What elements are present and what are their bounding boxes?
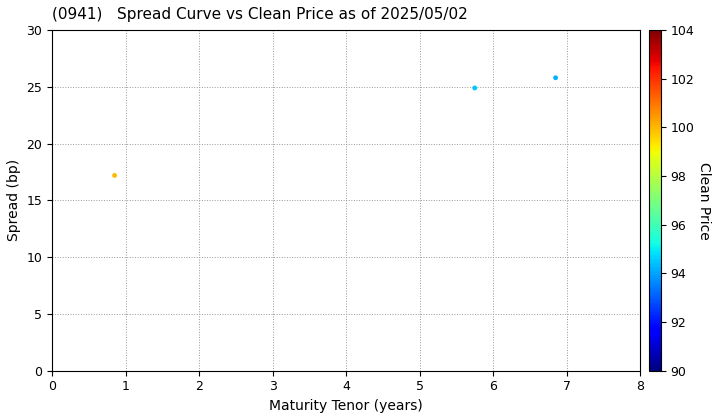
Y-axis label: Spread (bp): Spread (bp)	[7, 159, 21, 242]
Point	[550, 74, 562, 81]
Point	[469, 84, 480, 91]
Text: (0941)   Spread Curve vs Clean Price as of 2025/05/02: (0941) Spread Curve vs Clean Price as of…	[52, 7, 468, 22]
Y-axis label: Clean Price: Clean Price	[697, 162, 711, 239]
Point	[109, 172, 120, 179]
X-axis label: Maturity Tenor (years): Maturity Tenor (years)	[269, 399, 423, 413]
